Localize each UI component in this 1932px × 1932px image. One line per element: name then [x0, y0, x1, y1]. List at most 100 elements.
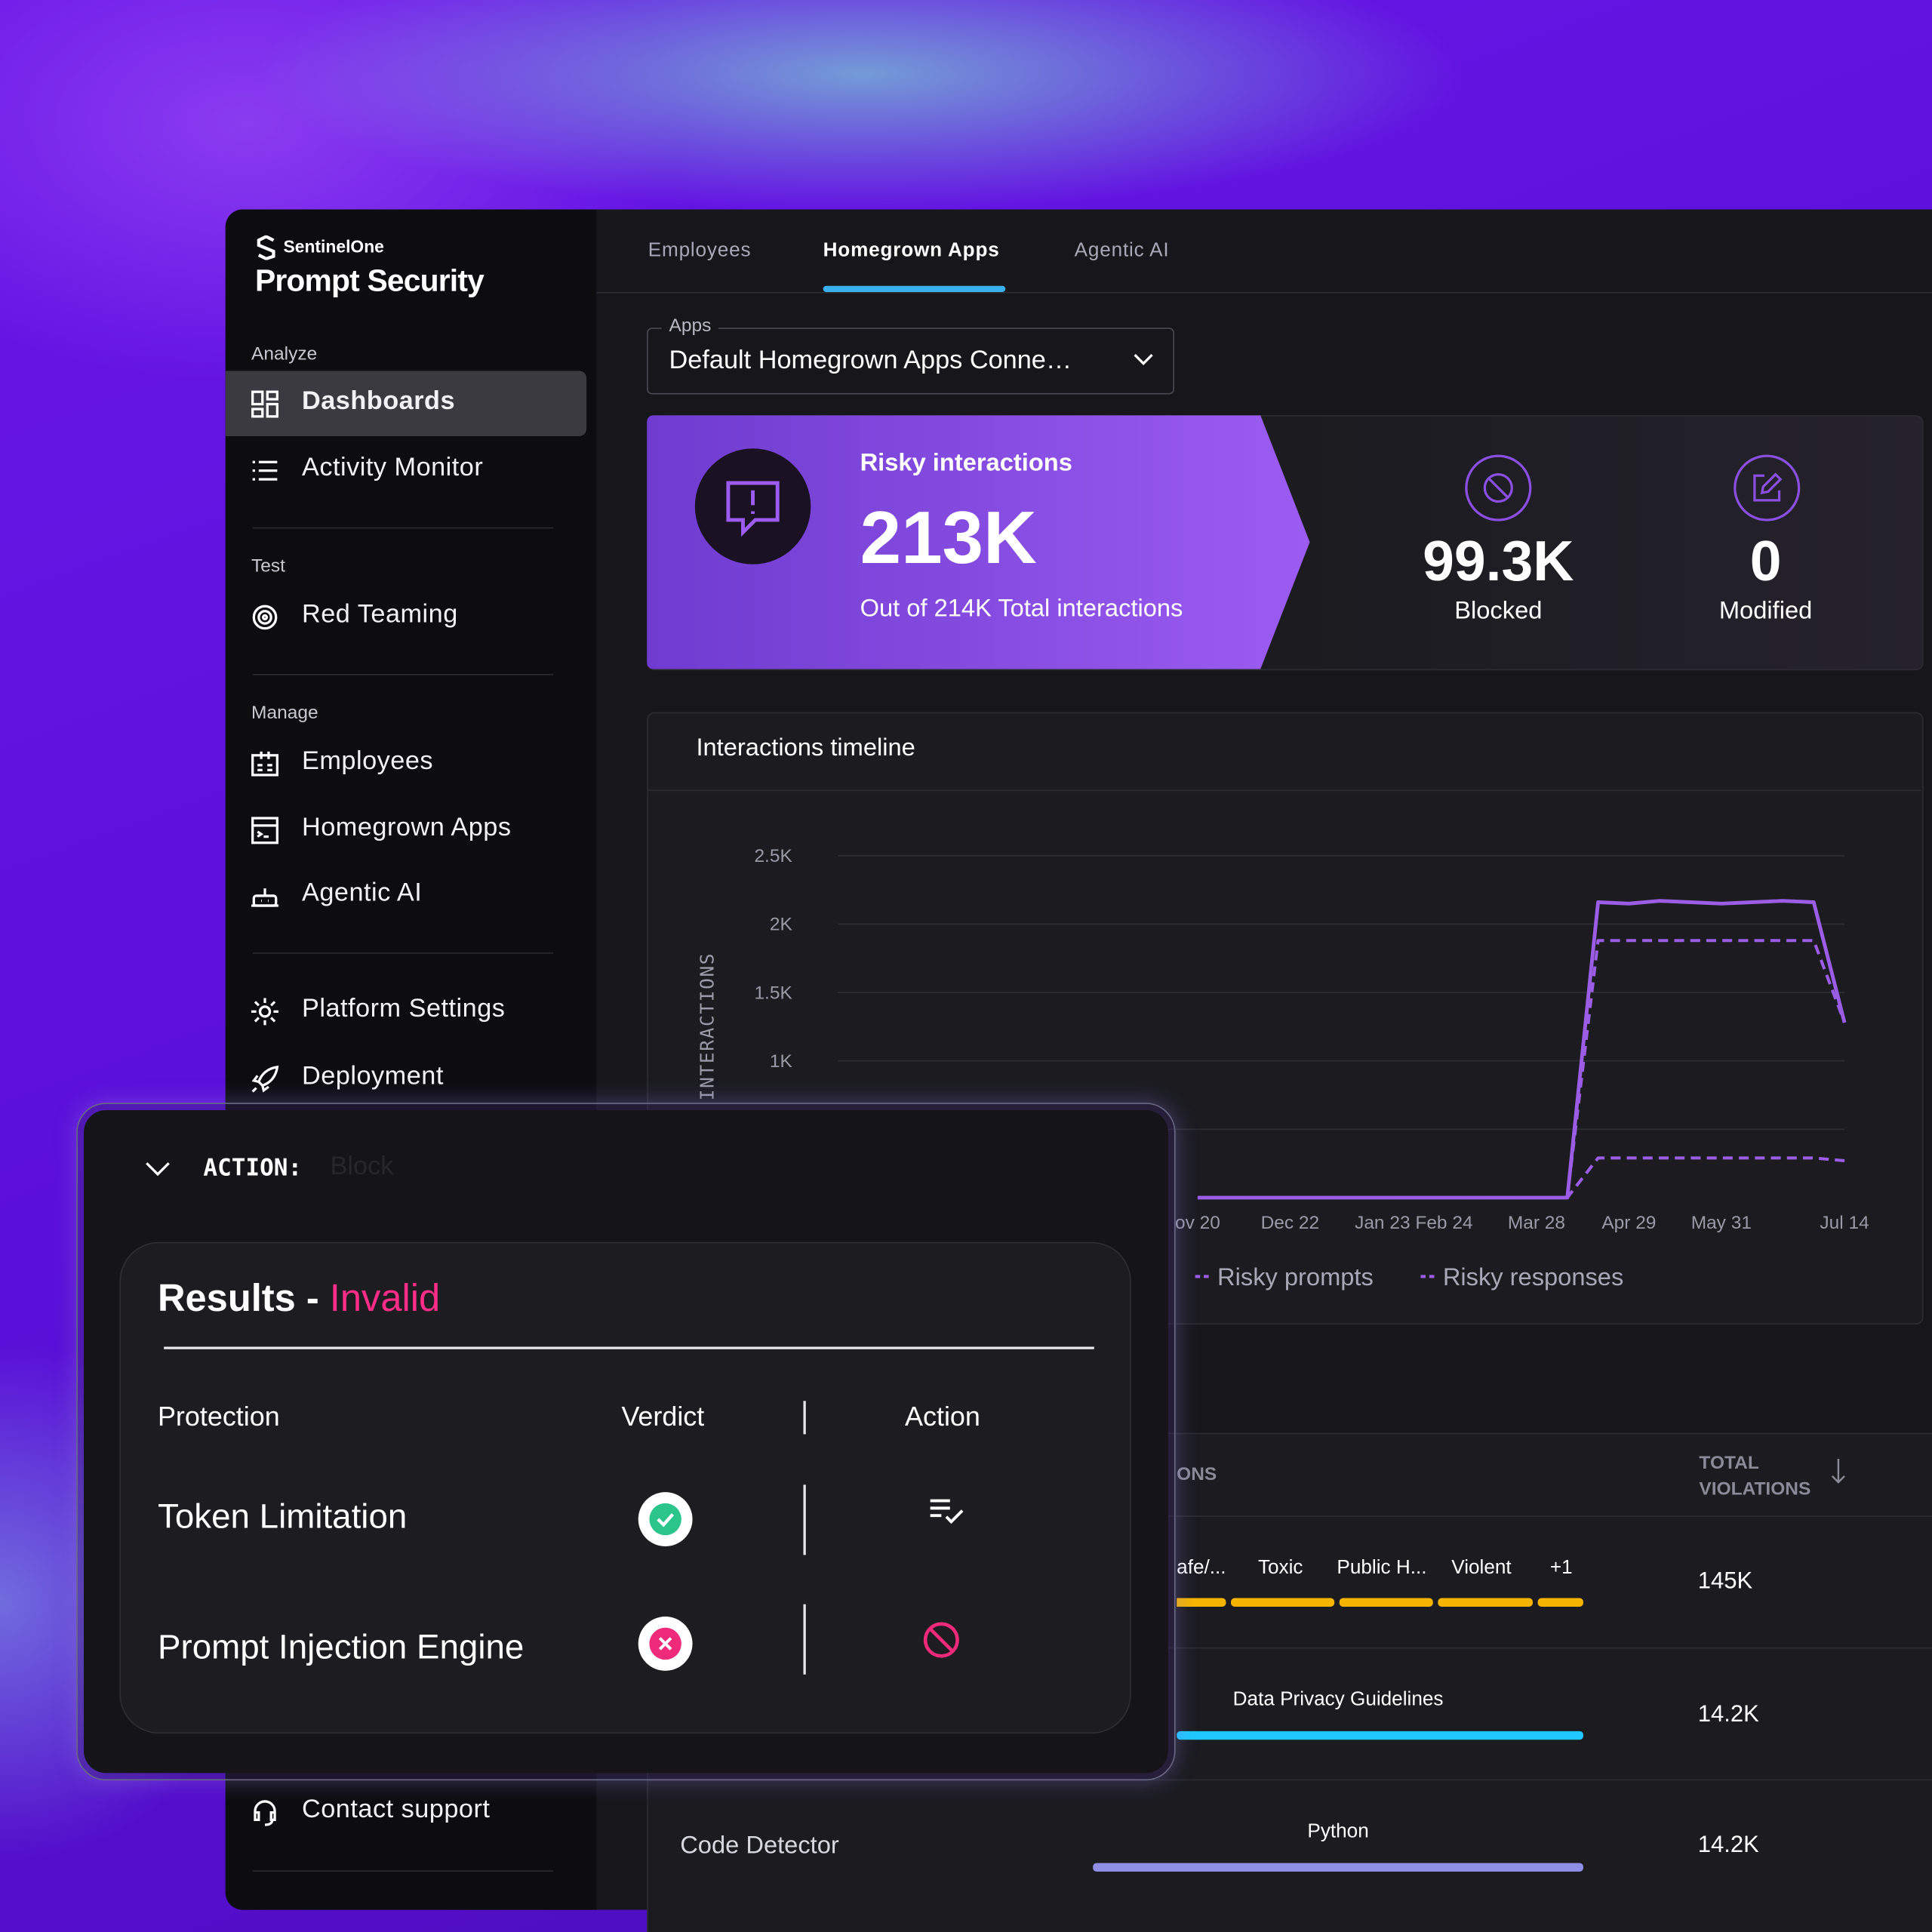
tag-bar: [1537, 1598, 1583, 1607]
divider: [252, 527, 554, 529]
total: 14.2K: [1697, 1701, 1759, 1727]
stat-value: 99.3K: [1423, 528, 1574, 593]
y-tick-label: 2K: [770, 915, 793, 935]
nav-item[interactable]: Activity Monitor: [301, 453, 484, 482]
tab-border: [596, 291, 1932, 294]
x-tick-label: ov 20: [1175, 1213, 1220, 1233]
x-tick-label: Dec 22: [1261, 1213, 1320, 1233]
icon: [254, 1800, 276, 1826]
x-tick-label: Jan 23: [1355, 1213, 1410, 1233]
icon: [251, 1065, 279, 1093]
x-tick-label: Feb 24: [1415, 1213, 1472, 1233]
column-header: ONS: [1177, 1463, 1217, 1485]
nav-heading: Analyze: [251, 343, 318, 365]
action-label: ACTION:: [203, 1154, 303, 1182]
protection-name: Prompt Injection Engine: [157, 1627, 525, 1666]
divider: [164, 1346, 1094, 1349]
divider: [647, 1647, 1932, 1649]
select-label: Apps: [661, 315, 719, 337]
modified-icon: [1734, 454, 1801, 521]
icon: [252, 460, 278, 481]
brand-product: Prompt Security: [254, 263, 485, 299]
x-tick-label: Apr 29: [1601, 1213, 1656, 1233]
divider: [252, 952, 554, 954]
stat-value: 213K: [860, 496, 1037, 580]
tab[interactable]: Employees: [648, 240, 752, 262]
y-tick-label: 2.5K: [754, 846, 792, 866]
nav-item[interactable]: Agentic AI: [301, 878, 423, 907]
x-tick-label: May 31: [1691, 1213, 1752, 1233]
tab[interactable]: Agentic AI: [1074, 240, 1170, 262]
divider: [252, 1870, 554, 1872]
nav-item[interactable]: Platform Settings: [301, 994, 506, 1023]
total: 14.2K: [1697, 1832, 1759, 1859]
verdict-pass: [638, 1492, 693, 1546]
nav-item[interactable]: Homegrown Apps: [301, 813, 512, 842]
tag-bar: [1438, 1598, 1534, 1607]
tag: Toxic: [1257, 1557, 1303, 1579]
icon: [251, 751, 278, 777]
icon: [252, 605, 278, 630]
blocked-icon: [1465, 454, 1532, 521]
nav-item[interactable]: Employees: [301, 746, 434, 775]
stat-sub: Out of 214K Total interactions: [860, 595, 1183, 623]
nav-heading: Test: [251, 555, 285, 577]
select-value: Default Homegrown Apps Conne…: [669, 346, 1072, 375]
column-header: Verdict: [621, 1401, 705, 1432]
chevron[interactable]: [144, 1161, 171, 1178]
icon: [251, 888, 278, 907]
results-card: [119, 1241, 1131, 1734]
tag: +1: [1549, 1557, 1573, 1579]
series-line: [1197, 899, 1847, 1200]
icon: [251, 998, 278, 1026]
column-header[interactable]: TOTAL VIOLATIONS: [1699, 1452, 1811, 1500]
chart-title: Interactions timeline: [696, 734, 915, 761]
apps-select[interactable]: [647, 328, 1174, 395]
tag: Violent: [1451, 1557, 1512, 1579]
tag: Python: [1307, 1821, 1369, 1842]
divider: [647, 789, 1921, 792]
tag: afe/...: [1177, 1557, 1226, 1579]
tag: Public H...: [1337, 1557, 1427, 1579]
tag-bar: [1231, 1598, 1335, 1607]
row-name: Code Detector: [680, 1832, 839, 1860]
stat-label: Risky interactions: [860, 449, 1072, 477]
tab-active[interactable]: Homegrown Apps: [823, 240, 1000, 262]
nav-item[interactable]: Red Teaming: [301, 600, 458, 629]
icon: [251, 390, 278, 418]
x-tick-label: Mar 28: [1508, 1213, 1565, 1233]
action-value: Block: [330, 1152, 394, 1181]
results-title-text: Results -: [157, 1276, 319, 1320]
action-icon: [923, 1622, 959, 1658]
nav-active: [225, 371, 587, 436]
divider: [647, 1779, 1932, 1781]
icon: [251, 817, 278, 844]
y-tick-label: 1K: [770, 1051, 793, 1072]
tag-bar: [1177, 1598, 1226, 1607]
y-axis-label: INTERACTIONS: [696, 952, 718, 1100]
stat-label: Blocked: [1454, 597, 1543, 625]
risky-shape: [647, 415, 1310, 669]
chevron: [1134, 354, 1153, 365]
legend-label: Risky responses: [1443, 1263, 1623, 1291]
logo-icon: [257, 235, 275, 260]
nav-item[interactable]: Contact support: [301, 1795, 491, 1824]
legend-label: Risky prompts: [1217, 1263, 1374, 1291]
column-header: Protection: [157, 1401, 280, 1432]
divider: [803, 1484, 806, 1555]
verdict-fail: [638, 1617, 693, 1671]
divider: [803, 1401, 806, 1435]
tag-bar: [1093, 1863, 1583, 1872]
results-title: Results - Invalid: [158, 1276, 440, 1321]
divider: [252, 674, 554, 675]
tag: Data Privacy Guidelines: [1232, 1689, 1444, 1711]
nav-item[interactable]: Deployment: [301, 1062, 444, 1091]
nav-item[interactable]: Dashboards: [301, 386, 456, 416]
x-tick-label: Jul 14: [1820, 1213, 1869, 1233]
protection-name: Token Limitation: [157, 1497, 408, 1536]
total: 145K: [1697, 1568, 1753, 1595]
tab-indicator: [823, 285, 1006, 292]
sort-arrow: [1831, 1459, 1845, 1484]
